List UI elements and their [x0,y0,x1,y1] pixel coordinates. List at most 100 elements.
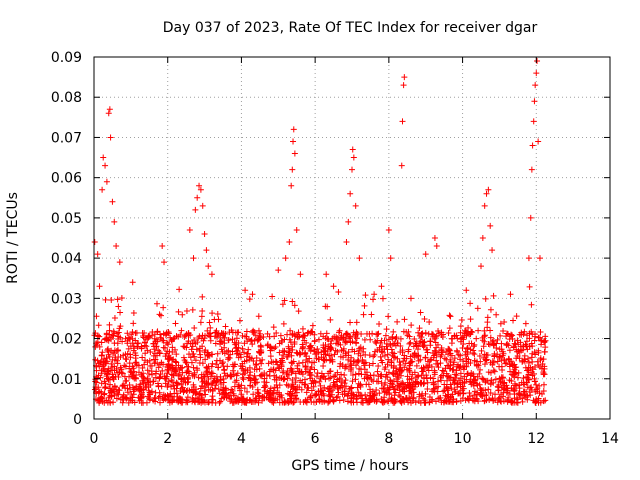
data-point [411,351,418,358]
data-point [159,367,166,374]
data-point [197,186,204,193]
data-point [281,336,288,343]
data-point [530,118,537,125]
data-point [128,369,135,376]
data-point [146,396,153,403]
data-point [496,394,503,401]
data-point [309,322,316,329]
data-point [157,334,164,341]
data-point [403,355,410,362]
data-point [533,70,540,77]
data-point [427,374,434,381]
data-point [404,332,411,339]
data-point [398,162,405,169]
data-point [219,360,226,367]
data-point [330,283,337,290]
data-point [493,311,500,318]
data-point [296,333,303,340]
data-point [396,365,403,372]
data-point [486,396,493,403]
data-point [440,388,447,395]
data-point [255,399,262,406]
data-point [375,362,382,369]
data-point [509,332,516,339]
data-point [299,325,306,332]
data-point [329,387,336,394]
data-point [101,390,108,397]
data-point [489,361,496,368]
data-point [318,392,325,399]
data-point [273,374,280,381]
data-point [172,346,179,353]
data-point [462,330,469,337]
data-point [400,358,407,365]
data-point [279,359,286,366]
data-point [207,324,214,331]
data-point [96,283,103,290]
data-point [203,247,210,254]
data-point [401,352,408,359]
data-point [129,328,136,335]
data-point [374,368,381,375]
data-point [264,342,271,349]
data-point [140,333,147,340]
data-point [190,255,197,262]
data-point [299,371,306,378]
data-point [236,396,243,403]
data-point [255,327,262,334]
data-point [430,375,437,382]
data-point [243,353,250,360]
data-point [385,226,392,233]
data-point [494,351,501,358]
data-point [98,367,105,374]
data-point [472,376,479,383]
data-point [481,398,488,405]
data-point [412,380,419,387]
data-point [266,391,273,398]
data-point [248,337,255,344]
data-point [354,395,361,402]
data-point [277,332,284,339]
data-point [435,395,442,402]
data-point [130,391,137,398]
data-point [190,364,197,371]
data-point [297,399,304,406]
data-point [138,394,145,401]
data-point [206,319,213,326]
data-point [531,349,538,356]
data-point [341,380,348,387]
data-point [433,360,440,367]
data-point [378,337,385,344]
data-point [267,343,274,350]
data-point [199,202,206,209]
data-point [225,337,232,344]
data-point [287,395,294,402]
data-point [481,397,488,404]
data-point [257,330,264,337]
data-point [378,371,385,378]
data-point [281,398,288,405]
data-point [446,374,453,381]
data-point [509,398,516,405]
data-point [527,384,534,391]
data-point [359,399,366,406]
data-point [113,357,120,364]
data-point [95,397,102,404]
data-point [293,226,300,233]
data-point [192,357,199,364]
data-point [221,366,228,373]
data-point [119,338,126,345]
data-point [464,349,471,356]
data-point [533,381,540,388]
data-point [292,392,299,399]
data-point [231,339,238,346]
data-point [414,373,421,380]
data-point [98,352,105,359]
data-point [118,369,125,376]
data-point [234,370,241,377]
data-point [288,398,295,405]
data-point [441,381,448,388]
data-point [528,301,535,308]
data-point [531,337,538,344]
data-point [111,363,118,370]
